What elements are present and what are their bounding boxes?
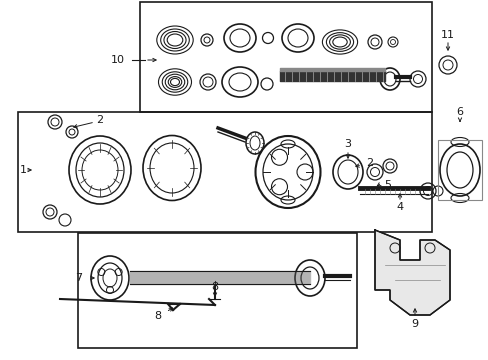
Text: 1: 1 bbox=[20, 165, 27, 175]
Polygon shape bbox=[374, 230, 449, 315]
Bar bbox=[78, 233, 356, 348]
Text: 9: 9 bbox=[410, 319, 418, 329]
Text: 8: 8 bbox=[154, 311, 161, 321]
Bar bbox=[437, 140, 481, 200]
Text: 7: 7 bbox=[75, 273, 82, 283]
Text: 6: 6 bbox=[456, 107, 463, 117]
Text: 5: 5 bbox=[384, 180, 391, 190]
Text: 2: 2 bbox=[366, 158, 373, 168]
Text: 2: 2 bbox=[96, 115, 103, 125]
Text: 11: 11 bbox=[440, 30, 454, 40]
Text: 10: 10 bbox=[111, 55, 125, 65]
Text: 3: 3 bbox=[344, 139, 351, 149]
Text: 8: 8 bbox=[211, 282, 218, 292]
Text: 4: 4 bbox=[396, 202, 403, 212]
Bar bbox=[18, 112, 431, 232]
Bar bbox=[140, 2, 431, 112]
